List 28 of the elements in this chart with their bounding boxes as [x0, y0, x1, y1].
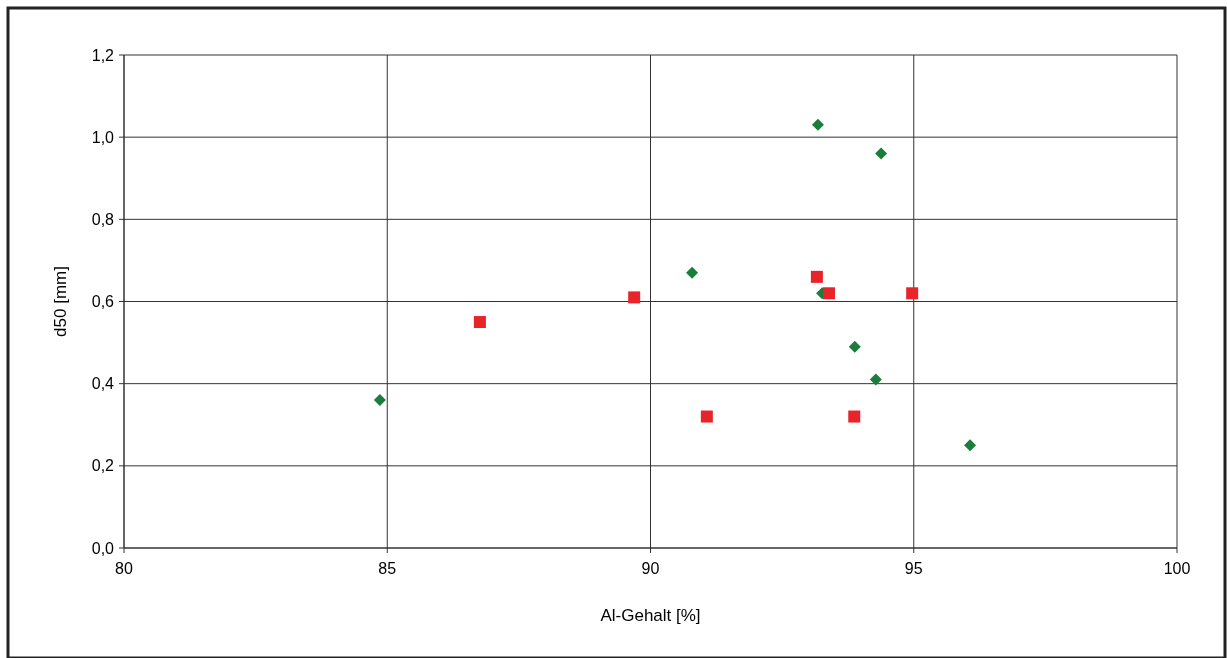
point: [700, 410, 713, 423]
y-tick-label: 0,0: [91, 539, 115, 557]
point: [811, 118, 824, 131]
point: [848, 340, 861, 353]
x-tick-label: 90: [641, 560, 660, 577]
x-tick-label: 100: [1163, 560, 1191, 577]
x-tick-label: 95: [904, 560, 923, 577]
x-tick-label: 85: [378, 560, 397, 577]
y-tick-label: 0,4: [91, 375, 115, 393]
point: [628, 291, 641, 304]
point: [686, 266, 699, 279]
point: [473, 316, 486, 329]
point: [869, 373, 882, 386]
point: [906, 287, 919, 300]
y-tick-label: 0,8: [91, 210, 115, 228]
point: [373, 394, 386, 407]
x-tick-label: 80: [115, 560, 133, 577]
point: [875, 147, 888, 160]
point: [848, 410, 861, 423]
y-tick-label: 1,2: [91, 46, 115, 64]
y-tick-label: 0,2: [91, 457, 115, 475]
point: [964, 439, 977, 452]
y-tick-label: 1,0: [91, 128, 115, 146]
point: [822, 287, 835, 300]
point: [810, 270, 823, 283]
y-axis-title: d50 [mm]: [51, 266, 70, 337]
x-axis-title: Al-Gehalt [%]: [600, 606, 701, 625]
y-tick-label: 0,6: [91, 293, 115, 311]
